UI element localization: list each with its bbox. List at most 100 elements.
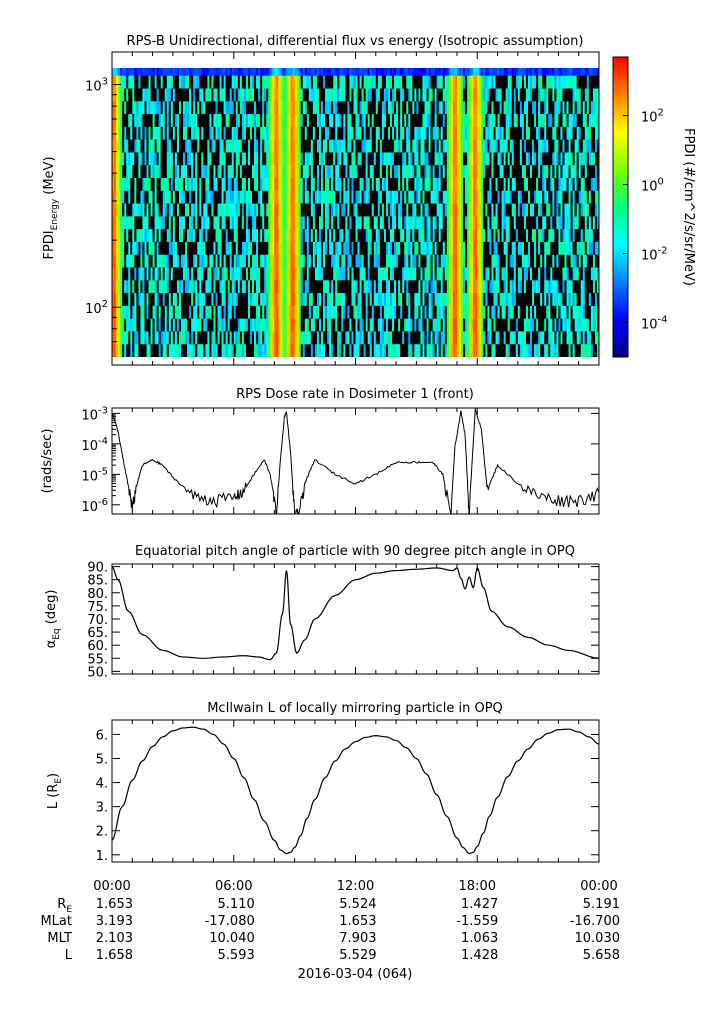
spectrogram-cell — [483, 88, 486, 102]
spectrogram-cell — [456, 126, 460, 140]
spectrogram-cell — [270, 292, 273, 306]
spectrogram-cell — [458, 331, 462, 345]
spectrogram-cell — [412, 241, 415, 255]
spectrogram-cell — [199, 292, 202, 306]
spectrogram-cell — [381, 88, 385, 102]
spectrogram-cell — [193, 331, 196, 345]
spectrogram-cell — [150, 241, 153, 255]
spectrogram-cell — [152, 292, 156, 306]
spectrogram-cell — [158, 75, 162, 89]
spectrogram-cell — [142, 267, 145, 281]
spectrogram-cell — [304, 318, 308, 332]
spectrogram-cell — [282, 241, 285, 255]
spectrogram-cell — [538, 305, 541, 319]
spectrogram-cell — [422, 254, 425, 268]
spectrogram-cell — [493, 241, 496, 255]
spectrogram-cell — [142, 100, 145, 115]
spectrogram-cell — [467, 318, 470, 332]
spectrogram-cell — [461, 228, 464, 242]
spectrogram-cell — [373, 88, 377, 102]
spectrogram-top-cell — [140, 68, 143, 76]
spectrogram-cell — [501, 279, 505, 294]
spectrogram-cell — [365, 75, 369, 89]
spectrogram-cell — [475, 100, 478, 115]
spectrogram-cell — [197, 177, 200, 191]
spectrogram-cell — [385, 267, 389, 281]
spectrogram-cell — [532, 100, 535, 115]
spectrogram-cell — [294, 126, 298, 140]
spectrogram-cell — [298, 88, 302, 102]
spectrogram-cell — [454, 279, 458, 294]
spectrogram-cell — [249, 292, 253, 306]
spectrogram-cell — [442, 177, 446, 191]
spectrogram-cell — [183, 190, 186, 204]
spectrogram-cell — [458, 279, 462, 294]
spectrogram-cell — [211, 203, 214, 217]
spectrogram-cell — [282, 152, 285, 166]
spectrogram-cell — [343, 254, 346, 268]
spectrogram-cell — [308, 164, 312, 178]
spectrogram-cell — [438, 343, 442, 357]
spectrogram-cell — [302, 331, 306, 345]
spectrogram-cell — [260, 177, 263, 191]
spectrogram-cell — [122, 215, 125, 230]
spectrogram-cell — [191, 100, 194, 115]
spectrogram-cell — [373, 126, 377, 140]
spectrogram-cell — [367, 292, 371, 306]
spectrogram-cell — [373, 75, 377, 89]
spectrogram-cell — [154, 126, 158, 140]
spectrogram-cell — [217, 228, 220, 242]
spectrogram-cell — [487, 267, 490, 281]
spectrogram-cell — [191, 75, 194, 89]
spectrogram-cell — [241, 279, 245, 294]
spectrogram-cell — [170, 292, 174, 306]
spectrogram-cell — [160, 305, 164, 319]
spectrogram-cell — [243, 215, 247, 230]
spectrogram-cell — [519, 88, 523, 102]
spectrogram-cell — [465, 318, 468, 332]
spectrogram-cell — [426, 318, 429, 332]
spectrogram-cell — [152, 113, 156, 127]
spectrogram-cell — [420, 292, 423, 306]
spectrogram-cell — [241, 88, 245, 102]
spectrogram-cell — [544, 279, 547, 294]
spectrogram-cell — [219, 343, 222, 357]
spectrogram-cell — [306, 318, 310, 332]
spectrogram-cell — [341, 279, 344, 294]
spectrogram-cell — [308, 177, 312, 191]
spectrogram-cell — [126, 254, 129, 268]
spectrogram-cell — [481, 88, 484, 102]
spectrogram-cell — [523, 190, 527, 204]
spectrogram-cell — [454, 215, 458, 230]
spectrogram-cell — [347, 177, 350, 191]
spectrogram-cell — [172, 305, 176, 319]
spectrogram-cell — [183, 152, 186, 166]
spectrogram-cell — [294, 292, 298, 306]
spectrogram-cell — [166, 343, 170, 357]
spectrogram-cell — [168, 292, 172, 306]
spectrogram-cell — [191, 343, 194, 357]
spectrogram-cell — [213, 241, 216, 255]
spectrogram-cell — [438, 241, 442, 255]
spectrogram-cell — [235, 331, 239, 345]
spectrogram-cell — [197, 75, 200, 89]
spectrogram-cell — [483, 164, 486, 178]
spectrogram-cell — [392, 292, 395, 306]
spectrogram-top-cell — [505, 68, 509, 76]
spectrogram-cell — [456, 215, 460, 230]
spectrogram-cell — [134, 318, 137, 332]
spectrogram-cell — [231, 318, 235, 332]
spectrogram-cell — [258, 305, 261, 319]
spectrogram-cell — [172, 215, 176, 230]
spectrogram-cell — [185, 100, 188, 115]
spectrogram-cell — [440, 331, 444, 345]
spectrogram-cell — [284, 279, 287, 294]
spectrogram-cell — [424, 126, 427, 140]
spectrogram-cell — [116, 75, 119, 89]
spectrogram-cell — [355, 164, 358, 178]
spectrogram-cell — [426, 164, 429, 178]
spectrogram-cell — [373, 267, 377, 281]
spectrogram-cell — [154, 215, 158, 230]
spectrogram-cell — [501, 88, 505, 102]
spectrogram-cell — [298, 267, 302, 281]
